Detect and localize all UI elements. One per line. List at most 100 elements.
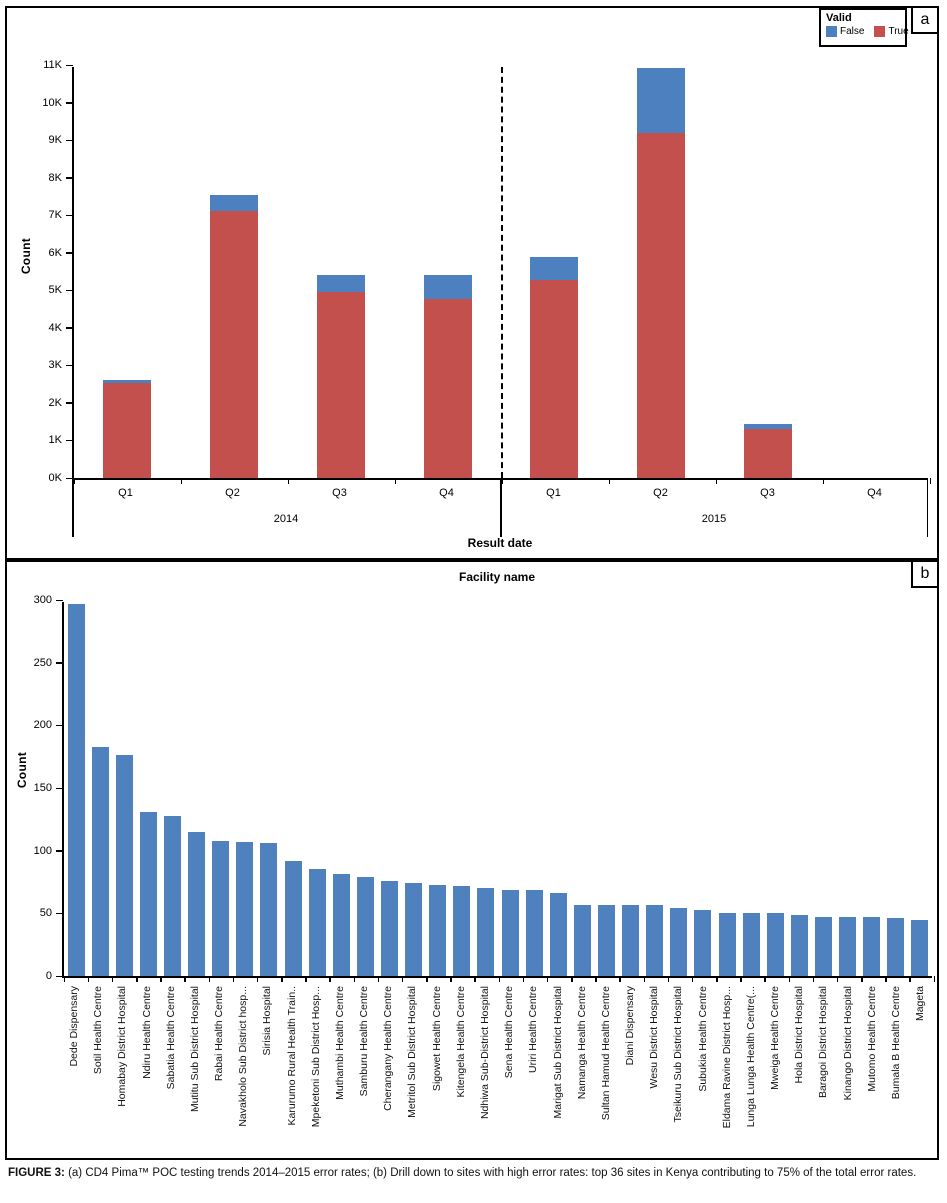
bar-facility — [766, 913, 784, 976]
quarter-label: Q4 — [439, 487, 454, 499]
bar-segment-true — [530, 279, 579, 478]
facility-label-slot: Kitengela Health Centre — [449, 986, 473, 1156]
bar-facility — [236, 841, 254, 976]
bar-facility — [308, 869, 326, 976]
panel-b-xtick-mark — [111, 976, 114, 982]
panel-a-letter: a — [911, 6, 939, 34]
bar-facility — [188, 831, 206, 976]
bar-2014-Q2 — [210, 194, 259, 478]
facility-label: Ndiru Health Centre — [140, 986, 153, 1079]
facility-label: Muthambi Health Centre — [333, 986, 346, 1100]
panel-b-xtick-mark — [909, 976, 911, 982]
panel-b-xtick-mark — [353, 976, 355, 982]
panel-a-ytick-mark — [66, 402, 73, 404]
bar-facility — [332, 874, 350, 976]
panel-a-xtick-mark — [287, 478, 289, 484]
panel-b-xtick-mark — [522, 976, 525, 982]
panel-b-ytick-mark — [56, 787, 63, 789]
panel-b-ytick-mark — [56, 662, 63, 664]
panel-b-xtick-mark — [329, 976, 331, 982]
bar-facility — [284, 860, 302, 976]
bar-2015-Q2 — [637, 67, 686, 478]
bar-facility — [718, 913, 736, 976]
bar-2014-Q4 — [423, 275, 472, 478]
bar-facility — [814, 917, 832, 976]
panel-a-bar-slot — [394, 67, 501, 478]
bar-facility — [670, 908, 688, 976]
legend-item-true: True — [874, 26, 909, 37]
facility-label: Sultan Hamud Health Centre — [599, 986, 612, 1121]
panel-b-bar-slot — [836, 602, 860, 976]
panel-a-bars — [74, 67, 928, 478]
panel-b: b Facility name Count 0 50 100 150 200 250 300… — [5, 560, 939, 1160]
panel-b-xtick-mark — [861, 976, 863, 982]
facility-label: Sigowet Health Centre — [430, 986, 443, 1092]
panel-b-bar-slot — [136, 602, 160, 976]
panel-b-xtick-mark — [595, 976, 597, 982]
panel-a-bar-slot — [74, 67, 181, 478]
facility-label: Hola District Hospital — [793, 986, 806, 1084]
facility-label-slot: Sultan Hamud Health Centre — [594, 986, 618, 1156]
facility-label: Ndhiwa Sub-District Hospital — [479, 986, 491, 1120]
facility-label-slot: Namanga Health Centre — [570, 986, 594, 1156]
panel-b-xtick-mark — [571, 976, 573, 982]
panel-a-ytick-label: 1K — [48, 434, 62, 447]
bar-facility — [163, 815, 181, 976]
panel-b-bar-slot — [691, 602, 715, 976]
bar-facility — [501, 889, 519, 976]
legend-swatch-true — [874, 26, 886, 37]
panel-b-bar-slot — [377, 602, 401, 976]
panel-a-ytick-label: 9K — [48, 134, 62, 147]
panel-a-xtick-mark — [822, 478, 824, 484]
panel-b-ytick-mark — [56, 850, 63, 852]
panel-a-ytick-label: 2K — [48, 396, 62, 409]
bar-2014-Q1 — [103, 379, 152, 478]
panel-b-xtick-mark — [667, 976, 670, 982]
facility-label-slot: Mweiga Health Centre — [763, 986, 787, 1156]
facility-label: Marigat Sub District Hospital — [551, 986, 564, 1119]
bar-facility — [525, 889, 543, 976]
quarter-label: Q4 — [867, 487, 882, 499]
panel-b-xtick-mark — [498, 976, 500, 982]
panel-a-bar-slot — [821, 67, 928, 478]
panel-a-ytick-mark — [66, 252, 73, 254]
legend-items: False True — [826, 26, 909, 37]
panel-b-bar-slot — [233, 602, 257, 976]
facility-label: Bumala B Health Centre — [889, 986, 902, 1100]
panel-a-bar-slot — [181, 67, 288, 478]
panel-b-bar-slot — [160, 602, 184, 976]
bar-facility — [694, 909, 712, 976]
bar-facility — [646, 904, 664, 976]
facility-label: Lunga Lunga Health Centre(... — [744, 986, 757, 1128]
facility-label-slot: Metritol Sub District Hospital — [400, 986, 424, 1156]
panel-b-bar-slot — [185, 602, 209, 976]
facility-label: Sotil Health Centre — [92, 986, 105, 1075]
panel-a-ytick-label: 4K — [48, 321, 62, 334]
facility-label: Cherangany Health Centre — [382, 986, 395, 1111]
bar-2014-Q3 — [316, 275, 365, 478]
facility-label-slot: Mpeketoni Sub District Hosp... — [304, 986, 328, 1156]
facility-label: Navakholo Sub District hosp... — [237, 986, 250, 1127]
panel-b-bar-slot — [88, 602, 112, 976]
quarter-label: Q1 — [118, 487, 133, 499]
panel-a-ytick-mark — [66, 439, 73, 442]
bar-facility — [597, 904, 615, 976]
bar-facility — [790, 914, 808, 976]
panel-b-xtick-mark — [426, 976, 428, 982]
panel-b-bar-slot — [426, 602, 450, 976]
bar-segment-true — [103, 383, 152, 478]
facility-label: Samburu Health Centre — [358, 986, 371, 1097]
panel-b-xtick-mark — [305, 976, 307, 982]
panel-a-xtick-mark — [394, 478, 396, 484]
bar-facility — [622, 904, 640, 976]
panel-a-xlabel: Result date — [467, 536, 533, 550]
panel-b-xtick-mark — [546, 976, 549, 982]
panel-b-xtick-mark — [184, 976, 186, 982]
panel-b-ytick-label: 50 — [39, 907, 52, 920]
caption-text: (a) CD4 Pima™ POC testing trends 2014–20… — [64, 1167, 917, 1179]
panel-b-bar-slot — [209, 602, 233, 976]
panel-b-bar-slot — [281, 602, 305, 976]
facility-label-slot: Karurumo Rural Health Train.. — [280, 986, 304, 1156]
legend-item-false: False — [826, 26, 864, 37]
bar-facility — [115, 755, 133, 976]
